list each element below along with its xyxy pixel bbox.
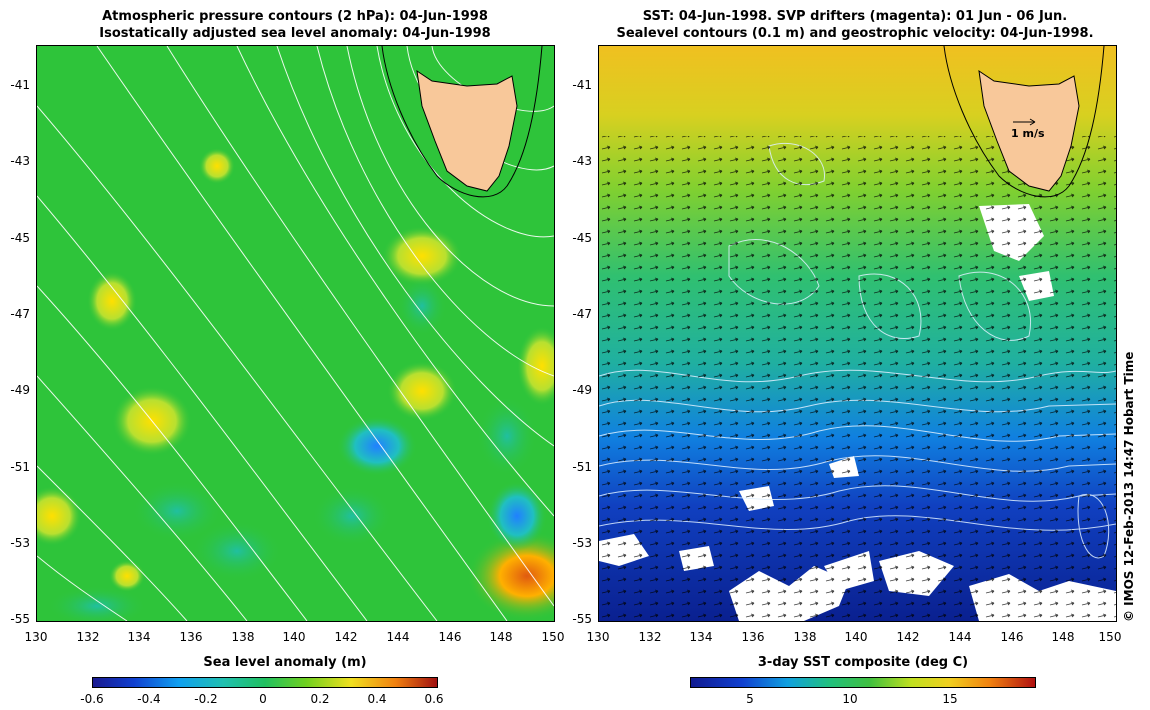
sst-cb-tick: 5 [746, 692, 754, 706]
anomaly-cb-tick: -0.4 [137, 692, 161, 706]
right-ytick: -51 [572, 460, 592, 474]
right-xtick: 144 [948, 630, 972, 644]
right-ytick: -45 [572, 231, 592, 245]
anomaly-cb-tick: -0.6 [80, 692, 104, 706]
bathymetry-contour [943, 46, 1105, 198]
right-title-line2: Sealevel contours (0.1 m) and geostrophi… [616, 26, 1094, 41]
left-ytick: -49 [10, 383, 30, 397]
left-xtick: 134 [127, 630, 151, 644]
tasmania-land [416, 69, 518, 192]
right-xtick: 132 [638, 630, 662, 644]
anomaly-map-svg [37, 46, 554, 621]
left-ytick: -45 [10, 231, 30, 245]
right-ytick: -53 [572, 536, 592, 550]
sst-map-svg [599, 46, 1116, 621]
anomaly-colorbar-label: Sea level anomaly (m) [203, 655, 367, 670]
right-title-line1: SST: 04-Jun-1998. SVP drifters (magenta)… [642, 9, 1068, 24]
right-ytick: -55 [572, 612, 592, 626]
anomaly-cb-tick: 0.2 [310, 692, 330, 706]
right-xtick: 136 [741, 630, 765, 644]
left-ytick: -53 [10, 536, 30, 550]
anomaly-features [37, 148, 554, 621]
right-panel-title: SST: 04-Jun-1998. SVP drifters (magenta)… [585, 8, 1125, 42]
left-xtick: 138 [231, 630, 255, 644]
bathymetry-contour [381, 46, 543, 198]
right-ytick: -47 [572, 307, 592, 321]
tasmania-land [978, 69, 1080, 192]
right-xtick: 140 [844, 630, 868, 644]
right-xtick: 142 [896, 630, 920, 644]
left-xtick: 144 [386, 630, 410, 644]
left-ytick: -43 [10, 154, 30, 168]
anomaly-cb-tick: -0.2 [194, 692, 218, 706]
left-title-line2: Isostatically adjusted sea level anomaly… [99, 26, 491, 41]
sea-level-anomaly-map[interactable] [36, 45, 555, 622]
left-xtick: 132 [76, 630, 100, 644]
left-xtick: 150 [541, 630, 565, 644]
right-xtick: 134 [689, 630, 713, 644]
right-ytick: -43 [572, 154, 592, 168]
left-xtick: 146 [438, 630, 462, 644]
sst-cb-tick: 15 [942, 692, 958, 706]
sst-map[interactable]: 1 m/s [598, 45, 1117, 622]
right-xtick: 130 [586, 630, 610, 644]
right-ytick: -49 [572, 383, 592, 397]
left-ytick: -47 [10, 307, 30, 321]
anomaly-colorbar [92, 677, 438, 688]
imos-credit: © IMOS 12-Feb-2013 14:47 Hobart Time [1122, 351, 1136, 622]
anomaly-cb-tick: 0 [259, 692, 267, 706]
anomaly-cb-tick: 0.6 [424, 692, 444, 706]
sst-colorbar [690, 677, 1036, 688]
right-xtick: 138 [793, 630, 817, 644]
velocity-scale-label: 1 m/s [1011, 127, 1045, 140]
left-ytick: -51 [10, 460, 30, 474]
left-xtick: 136 [179, 630, 203, 644]
anomaly-cb-tick: 0.4 [367, 692, 387, 706]
sst-cb-tick: 10 [842, 692, 858, 706]
velocity-scale-arrow [1013, 118, 1036, 126]
left-xtick: 148 [489, 630, 513, 644]
sst-colorbar-label: 3-day SST composite (deg C) [757, 655, 969, 670]
right-ytick: -41 [572, 78, 592, 92]
right-xtick: 146 [1000, 630, 1024, 644]
left-panel-title: Atmospheric pressure contours (2 hPa): 0… [30, 8, 560, 42]
geostrophic-velocity-arrows [599, 136, 1116, 621]
left-xtick: 140 [282, 630, 306, 644]
left-ytick: -41 [10, 78, 30, 92]
right-xtick: 150 [1098, 630, 1122, 644]
left-ytick: -55 [10, 612, 30, 626]
left-title-line1: Atmospheric pressure contours (2 hPa): 0… [102, 9, 488, 24]
right-xtick: 148 [1051, 630, 1075, 644]
left-xtick: 130 [24, 630, 48, 644]
left-xtick: 142 [334, 630, 358, 644]
